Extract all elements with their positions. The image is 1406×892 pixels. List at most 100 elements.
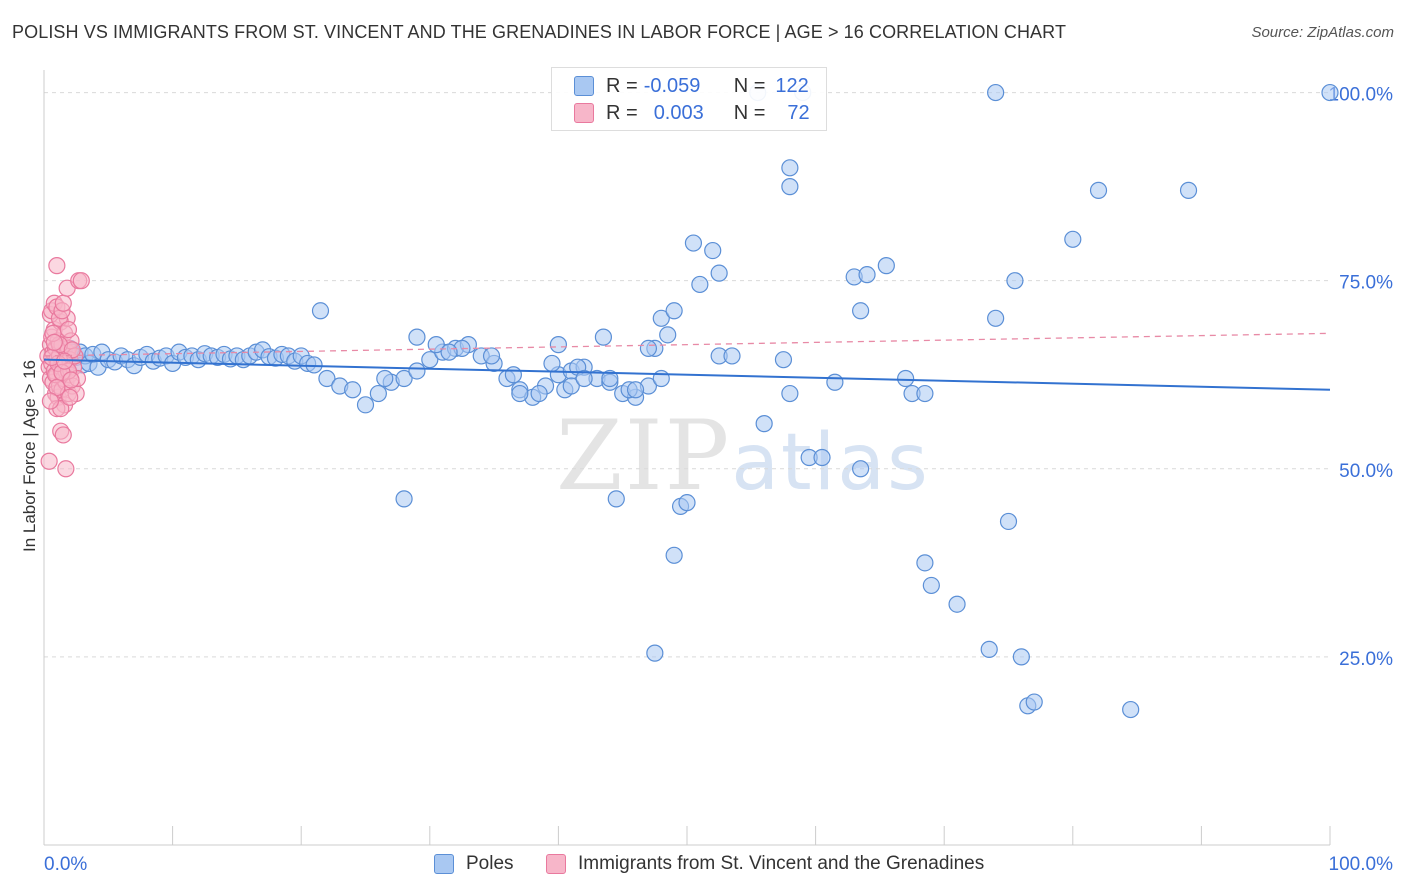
poles-point	[1064, 230, 1082, 248]
bottom-legend-swatch-blue	[434, 854, 454, 874]
poles-point	[987, 309, 1005, 327]
poles-point	[356, 396, 375, 414]
poles-point	[1012, 648, 1030, 666]
legend-r-value: -0.059	[643, 74, 701, 97]
poles-point	[646, 644, 664, 662]
legend-n-label: N =	[733, 74, 766, 97]
immigrants-point	[40, 452, 58, 470]
poles-point	[691, 275, 709, 294]
poles-point	[408, 362, 426, 380]
y-tick-label: 100.0%	[1329, 85, 1394, 106]
poles-point	[678, 494, 696, 512]
immigrants-point	[54, 294, 72, 312]
immigrants-point	[45, 333, 63, 351]
immigrants-point	[41, 392, 60, 410]
x-tick-label: 0.0%	[44, 854, 87, 875]
poles-point	[852, 460, 870, 478]
poles-point	[601, 369, 619, 388]
poles-point	[781, 384, 799, 403]
poles-point	[665, 302, 683, 320]
poles-point	[639, 339, 658, 357]
y-tick-label: 25.0%	[1339, 649, 1393, 670]
poles-point	[482, 347, 501, 365]
immigrants-point	[61, 388, 79, 406]
legend-n-value: 72	[787, 101, 810, 124]
poles-point	[421, 351, 439, 369]
immigrants-trend-line	[43, 332, 1331, 357]
chart-title: POLISH VS IMMIGRANTS FROM ST. VINCENT AN…	[12, 22, 1067, 42]
legend-n-label: N =	[733, 101, 766, 124]
x-tick-label: 100.0%	[1329, 854, 1394, 875]
poles-point	[755, 415, 773, 433]
poles-point	[575, 369, 593, 388]
y-tick-label: 75.0%	[1339, 273, 1393, 294]
poles-point	[1025, 693, 1043, 711]
poles-point	[530, 384, 548, 403]
poles-point	[440, 343, 458, 361]
poles-trend-line	[43, 358, 1331, 391]
poles-point	[562, 377, 580, 395]
poles-point	[652, 369, 670, 388]
poles-point	[1006, 272, 1024, 290]
poles-point	[504, 366, 522, 384]
immigrants-point	[54, 426, 72, 444]
poles-point	[826, 373, 844, 391]
poles-point	[665, 546, 683, 564]
poles-point	[369, 384, 387, 403]
source-label: Source: ZipAtlas.com	[1251, 24, 1394, 41]
poles-point	[594, 328, 613, 346]
poles-point	[1179, 181, 1198, 199]
immigrants-point	[62, 371, 80, 389]
poles-point	[813, 448, 831, 467]
bottom-legend-immigrants: Immigrants from St. Vincent and the Gren…	[546, 852, 984, 876]
bottom-legend-swatch-pink	[546, 854, 566, 874]
poles-point	[980, 640, 998, 658]
watermark-atlas: atlas	[731, 418, 930, 508]
poles-point	[1321, 83, 1339, 102]
legend-row-poles: R = -0.059 N = 122	[574, 73, 809, 99]
legend-r-label: R =	[606, 74, 638, 97]
poles-point	[543, 354, 561, 373]
poles-point	[916, 384, 934, 403]
poles-point	[916, 554, 934, 572]
y-tick-label: 50.0%	[1339, 461, 1393, 482]
poles-point	[922, 576, 940, 595]
poles-point	[626, 381, 645, 399]
poles-point	[511, 384, 529, 403]
legend-row-immigrants: R = 0.003 N = 72	[574, 100, 810, 126]
poles-point	[877, 257, 895, 275]
immigrants-point	[57, 460, 75, 478]
poles-point	[652, 309, 670, 327]
poles-point	[999, 512, 1018, 531]
poles-point	[710, 264, 728, 282]
poles-point	[774, 351, 793, 369]
legend-r-label: R =	[606, 101, 638, 124]
bottom-legend-label: Immigrants from St. Vincent and the Gren…	[578, 853, 985, 874]
poles-point	[408, 328, 426, 346]
poles-point	[704, 241, 722, 260]
poles-point	[948, 595, 966, 613]
poles-point	[1122, 700, 1140, 719]
poles-point	[723, 347, 741, 365]
poles-point	[897, 369, 915, 388]
poles-point	[781, 178, 799, 196]
poles-point	[659, 326, 677, 344]
watermark-zip: ZIP	[556, 400, 732, 512]
stats-legend: R = -0.059 N = 122 R = 0.003 N = 72	[551, 67, 827, 131]
poles-point	[344, 381, 362, 399]
poles-point	[684, 234, 703, 252]
poles-point	[607, 490, 625, 508]
poles-point	[781, 159, 799, 177]
poles-point	[987, 83, 1005, 102]
poles-point	[395, 490, 413, 508]
immigrants-point	[72, 272, 90, 290]
bottom-legend-label: Poles	[466, 853, 514, 874]
poles-point	[311, 302, 330, 320]
bottom-legend-poles: Poles	[434, 852, 514, 876]
legend-n-value: 122	[775, 74, 809, 97]
legend-swatch-pink	[574, 103, 594, 123]
watermark: ZIPatlas	[556, 400, 930, 512]
poles-point	[858, 266, 876, 284]
poles-point	[1089, 181, 1108, 199]
